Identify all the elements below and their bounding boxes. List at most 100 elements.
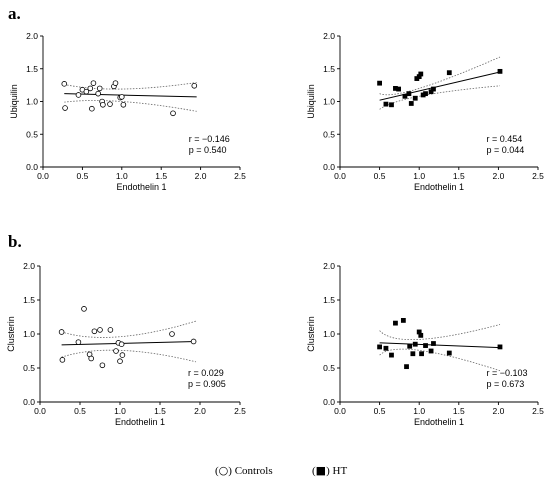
chart-4-y-tick-label: 1.5 [323, 295, 335, 305]
chart-3-point [91, 328, 98, 335]
chart-2-y-tick-label: 2.0 [323, 31, 335, 41]
chart-3-annotation-p: p = 0.905 [188, 379, 226, 389]
chart-4-point [412, 341, 418, 347]
chart-3-point [117, 358, 123, 365]
chart-4-y-tick-label: 0.5 [323, 363, 335, 373]
chart-1-regression-line [64, 93, 197, 98]
chart-1-point [170, 110, 176, 117]
chart-3-point [99, 362, 106, 369]
chart-3-point [59, 357, 66, 363]
chart-4-y-axis-label: Clusterin [306, 316, 316, 352]
legend-ht: (■) HT [312, 464, 348, 477]
chart-3-point [97, 327, 103, 333]
chart-3-y-tick-label: 0.0 [23, 397, 35, 407]
chart-3-annotation-r: r = 0.029 [188, 368, 224, 378]
legend-label-ht: HT [332, 465, 348, 477]
chart-1-point [119, 94, 125, 100]
chart-3-point [107, 327, 114, 333]
chart-1-y-tick-label: 1.5 [26, 64, 38, 74]
chart-1-y-axis-label: Ubiquilin [9, 84, 19, 119]
chart-2-point [431, 86, 436, 92]
chart-1-x-tick-label: 0.0 [37, 171, 49, 181]
chart-4-ci-lower [379, 348, 501, 372]
chart-2-point [408, 101, 414, 106]
chart-3-point [75, 339, 82, 345]
chart-1-x-tick-label: 2.0 [195, 171, 207, 181]
chart-1-point [120, 101, 127, 108]
chart-1-y-tick-label: 0.5 [26, 129, 38, 139]
chart-1-point [83, 88, 90, 95]
chart-3-y-tick-label: 0.5 [23, 363, 35, 373]
chart-3-point [119, 352, 126, 358]
chart-3-x-tick-label: 0.0 [34, 406, 46, 416]
chart-1-annotation-r: r = −0.146 [189, 134, 230, 144]
chart-3-x-tick-label: 1.5 [154, 406, 166, 416]
chart-3-x-tick-label: 1.0 [114, 406, 126, 416]
chart-2-regression-line [379, 71, 501, 101]
chart-4-point [393, 320, 398, 326]
chart-3-point [118, 341, 125, 348]
open-circle-icon: ○ [218, 464, 229, 477]
chart-4-x-tick-label: 2.5 [532, 406, 544, 416]
chart-1-point [112, 80, 119, 86]
chart-2-point [412, 95, 418, 101]
chart-1-point [62, 105, 68, 111]
chart-3-ci-lower [61, 349, 197, 363]
chart-2-y-axis-label: Ubiquilin [306, 84, 316, 119]
chart-1-annotation-p: p = 0.540 [189, 145, 227, 155]
chart-4-point [418, 332, 424, 338]
chart-4-point [383, 345, 389, 351]
chart-1-point [96, 85, 103, 92]
chart-2-x-tick-label: 0.0 [334, 171, 346, 181]
chart-2-point [402, 93, 408, 99]
chart-4-y-tick-label: 1.0 [323, 329, 335, 339]
chart-2-annotation-r: r = 0.454 [487, 134, 523, 144]
chart-3-point [169, 331, 175, 337]
chart-3-point [88, 355, 94, 362]
chart-3-x-tick-label: 0.5 [74, 406, 86, 416]
chart-2-x-tick-label: 2.0 [492, 171, 504, 181]
chart-2-point [383, 101, 389, 107]
chart-1-ci-upper [64, 82, 197, 90]
chart-1-x-axis-label: Endothelin 1 [116, 182, 166, 192]
chart-4-point [377, 344, 382, 350]
chart-1-x-tick-label: 1.0 [116, 171, 128, 181]
chart-4-annotation-p: p = 0.673 [487, 379, 525, 389]
chart-1-point [89, 105, 95, 112]
chart-2-point [418, 71, 424, 77]
chart-1-point [95, 90, 101, 97]
chart-2-x-tick-label: 1.0 [413, 171, 425, 181]
chart-4-point [423, 343, 428, 348]
chart-2-point [393, 86, 398, 91]
chart-2-y-tick-label: 1.5 [323, 64, 335, 74]
chart-2-y-tick-label: 1.0 [323, 97, 335, 107]
chart-3-y-tick-label: 1.5 [23, 295, 35, 305]
chart-4-point [497, 344, 503, 350]
chart-3-point [58, 329, 65, 335]
chart-4-point [419, 351, 424, 357]
chart-2-point [446, 70, 452, 76]
chart-1-point [90, 80, 97, 86]
chart-3-y-tick-label: 1.0 [23, 329, 35, 339]
chart-3-ci-upper [61, 320, 197, 338]
chart-4-x-tick-label: 2.0 [492, 406, 504, 416]
chart-2-point [406, 91, 412, 97]
chart-1-x-tick-label: 2.5 [234, 171, 246, 181]
chart-4-x-tick-label: 0.5 [374, 406, 386, 416]
chart-2-point [396, 86, 402, 92]
filled-square-icon: ■ [315, 464, 327, 477]
chart-3-x-tick-label: 2.5 [234, 406, 246, 416]
chart-2-point [377, 80, 382, 86]
chart-2-point [389, 102, 394, 108]
chart-4-point [404, 364, 409, 370]
chart-3-point [81, 306, 87, 312]
panel-label-a: a. [8, 4, 21, 23]
chart-3-x-axis-label: Endothelin 1 [115, 417, 165, 427]
chart-1-point [87, 85, 94, 92]
chart-2-annotation-p: p = 0.044 [487, 145, 525, 155]
chart-2-point [497, 68, 503, 74]
chart-1-y-tick-label: 1.0 [26, 97, 38, 107]
chart-4-point [407, 343, 413, 349]
panel-label-b: b. [8, 232, 22, 251]
